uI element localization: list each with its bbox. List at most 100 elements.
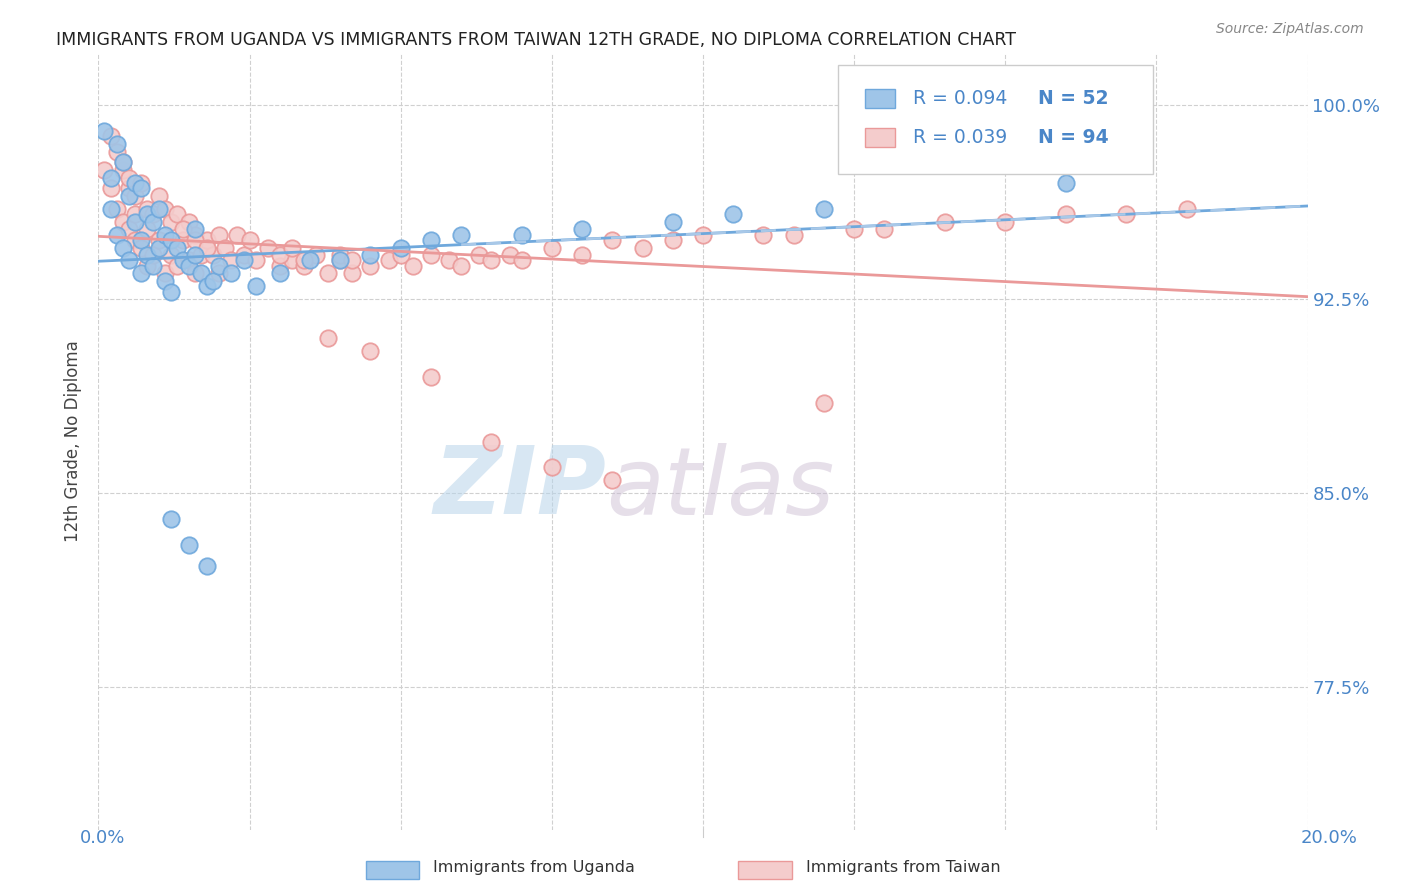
Point — [292, 259, 315, 273]
Point — [450, 259, 472, 273]
Y-axis label: 12th Grade, No Diploma: 12th Grade, No Diploma — [65, 341, 83, 542]
Point — [100, 170, 122, 185]
Point — [402, 259, 425, 273]
Point — [118, 170, 141, 185]
Text: Immigrants from Uganda: Immigrants from Uganda — [433, 860, 636, 874]
Point — [153, 267, 176, 281]
Point — [342, 267, 364, 281]
Point — [166, 259, 188, 273]
FancyBboxPatch shape — [865, 128, 896, 147]
Point — [166, 241, 188, 255]
Point — [1054, 207, 1077, 221]
Point — [179, 259, 201, 273]
Point — [166, 207, 188, 221]
Point — [723, 207, 745, 221]
Point — [190, 248, 212, 262]
Point — [124, 215, 146, 229]
Point — [129, 176, 152, 190]
Point — [299, 253, 322, 268]
Point — [661, 233, 683, 247]
Point — [93, 124, 115, 138]
Text: ZIP: ZIP — [433, 442, 606, 534]
Point — [420, 370, 443, 384]
Point — [481, 434, 503, 449]
Point — [342, 253, 364, 268]
Point — [305, 248, 328, 262]
Point — [360, 259, 382, 273]
Point — [142, 248, 165, 262]
Point — [752, 227, 775, 242]
Point — [135, 207, 157, 221]
Point — [148, 241, 170, 255]
Point — [184, 222, 207, 236]
Point — [172, 253, 194, 268]
Point — [195, 241, 218, 255]
Point — [631, 241, 654, 255]
Point — [389, 241, 412, 255]
Point — [142, 207, 165, 221]
Point — [316, 331, 339, 345]
Point — [153, 227, 176, 242]
Point — [142, 259, 165, 273]
Text: R = 0.039: R = 0.039 — [914, 128, 1008, 147]
Point — [160, 285, 183, 299]
Point — [214, 241, 236, 255]
Point — [281, 253, 304, 268]
Point — [124, 176, 146, 190]
Point — [100, 202, 122, 216]
Point — [105, 202, 128, 216]
FancyBboxPatch shape — [865, 89, 896, 108]
Point — [153, 202, 176, 216]
Text: atlas: atlas — [606, 442, 835, 533]
Point — [208, 259, 231, 273]
Point — [195, 558, 218, 573]
Point — [184, 227, 207, 242]
Point — [153, 274, 176, 288]
Point — [202, 248, 225, 262]
Point — [135, 248, 157, 262]
Point — [179, 215, 201, 229]
Point — [437, 253, 460, 268]
Point — [1175, 202, 1198, 216]
Point — [190, 267, 212, 281]
Point — [571, 222, 593, 236]
Point — [118, 253, 141, 268]
Text: IMMIGRANTS FROM UGANDA VS IMMIGRANTS FROM TAIWAN 12TH GRADE, NO DIPLOMA CORRELAT: IMMIGRANTS FROM UGANDA VS IMMIGRANTS FRO… — [56, 31, 1017, 49]
Point — [221, 253, 243, 268]
Point — [129, 233, 152, 247]
Point — [129, 267, 152, 281]
Point — [602, 474, 624, 488]
Point — [135, 202, 157, 216]
Point — [540, 241, 562, 255]
Point — [360, 248, 382, 262]
Point — [179, 253, 201, 268]
Point — [118, 222, 141, 236]
Point — [184, 248, 207, 262]
Point — [450, 227, 472, 242]
Point — [783, 227, 806, 242]
Point — [118, 189, 141, 203]
Point — [510, 253, 533, 268]
Point — [148, 189, 170, 203]
Point — [118, 181, 141, 195]
Point — [232, 253, 254, 268]
Point — [124, 189, 146, 203]
Point — [100, 129, 122, 144]
Point — [844, 222, 866, 236]
Point — [232, 248, 254, 262]
Point — [994, 215, 1017, 229]
Point — [329, 253, 352, 268]
Point — [420, 248, 443, 262]
Point — [377, 253, 399, 268]
Point — [692, 227, 714, 242]
Point — [510, 227, 533, 242]
Text: N = 52: N = 52 — [1038, 89, 1108, 108]
Point — [540, 460, 562, 475]
Point — [813, 396, 835, 410]
Point — [160, 512, 183, 526]
FancyBboxPatch shape — [838, 65, 1153, 174]
Point — [184, 233, 207, 247]
Point — [256, 241, 278, 255]
Point — [148, 233, 170, 247]
Text: N = 94: N = 94 — [1038, 128, 1108, 147]
